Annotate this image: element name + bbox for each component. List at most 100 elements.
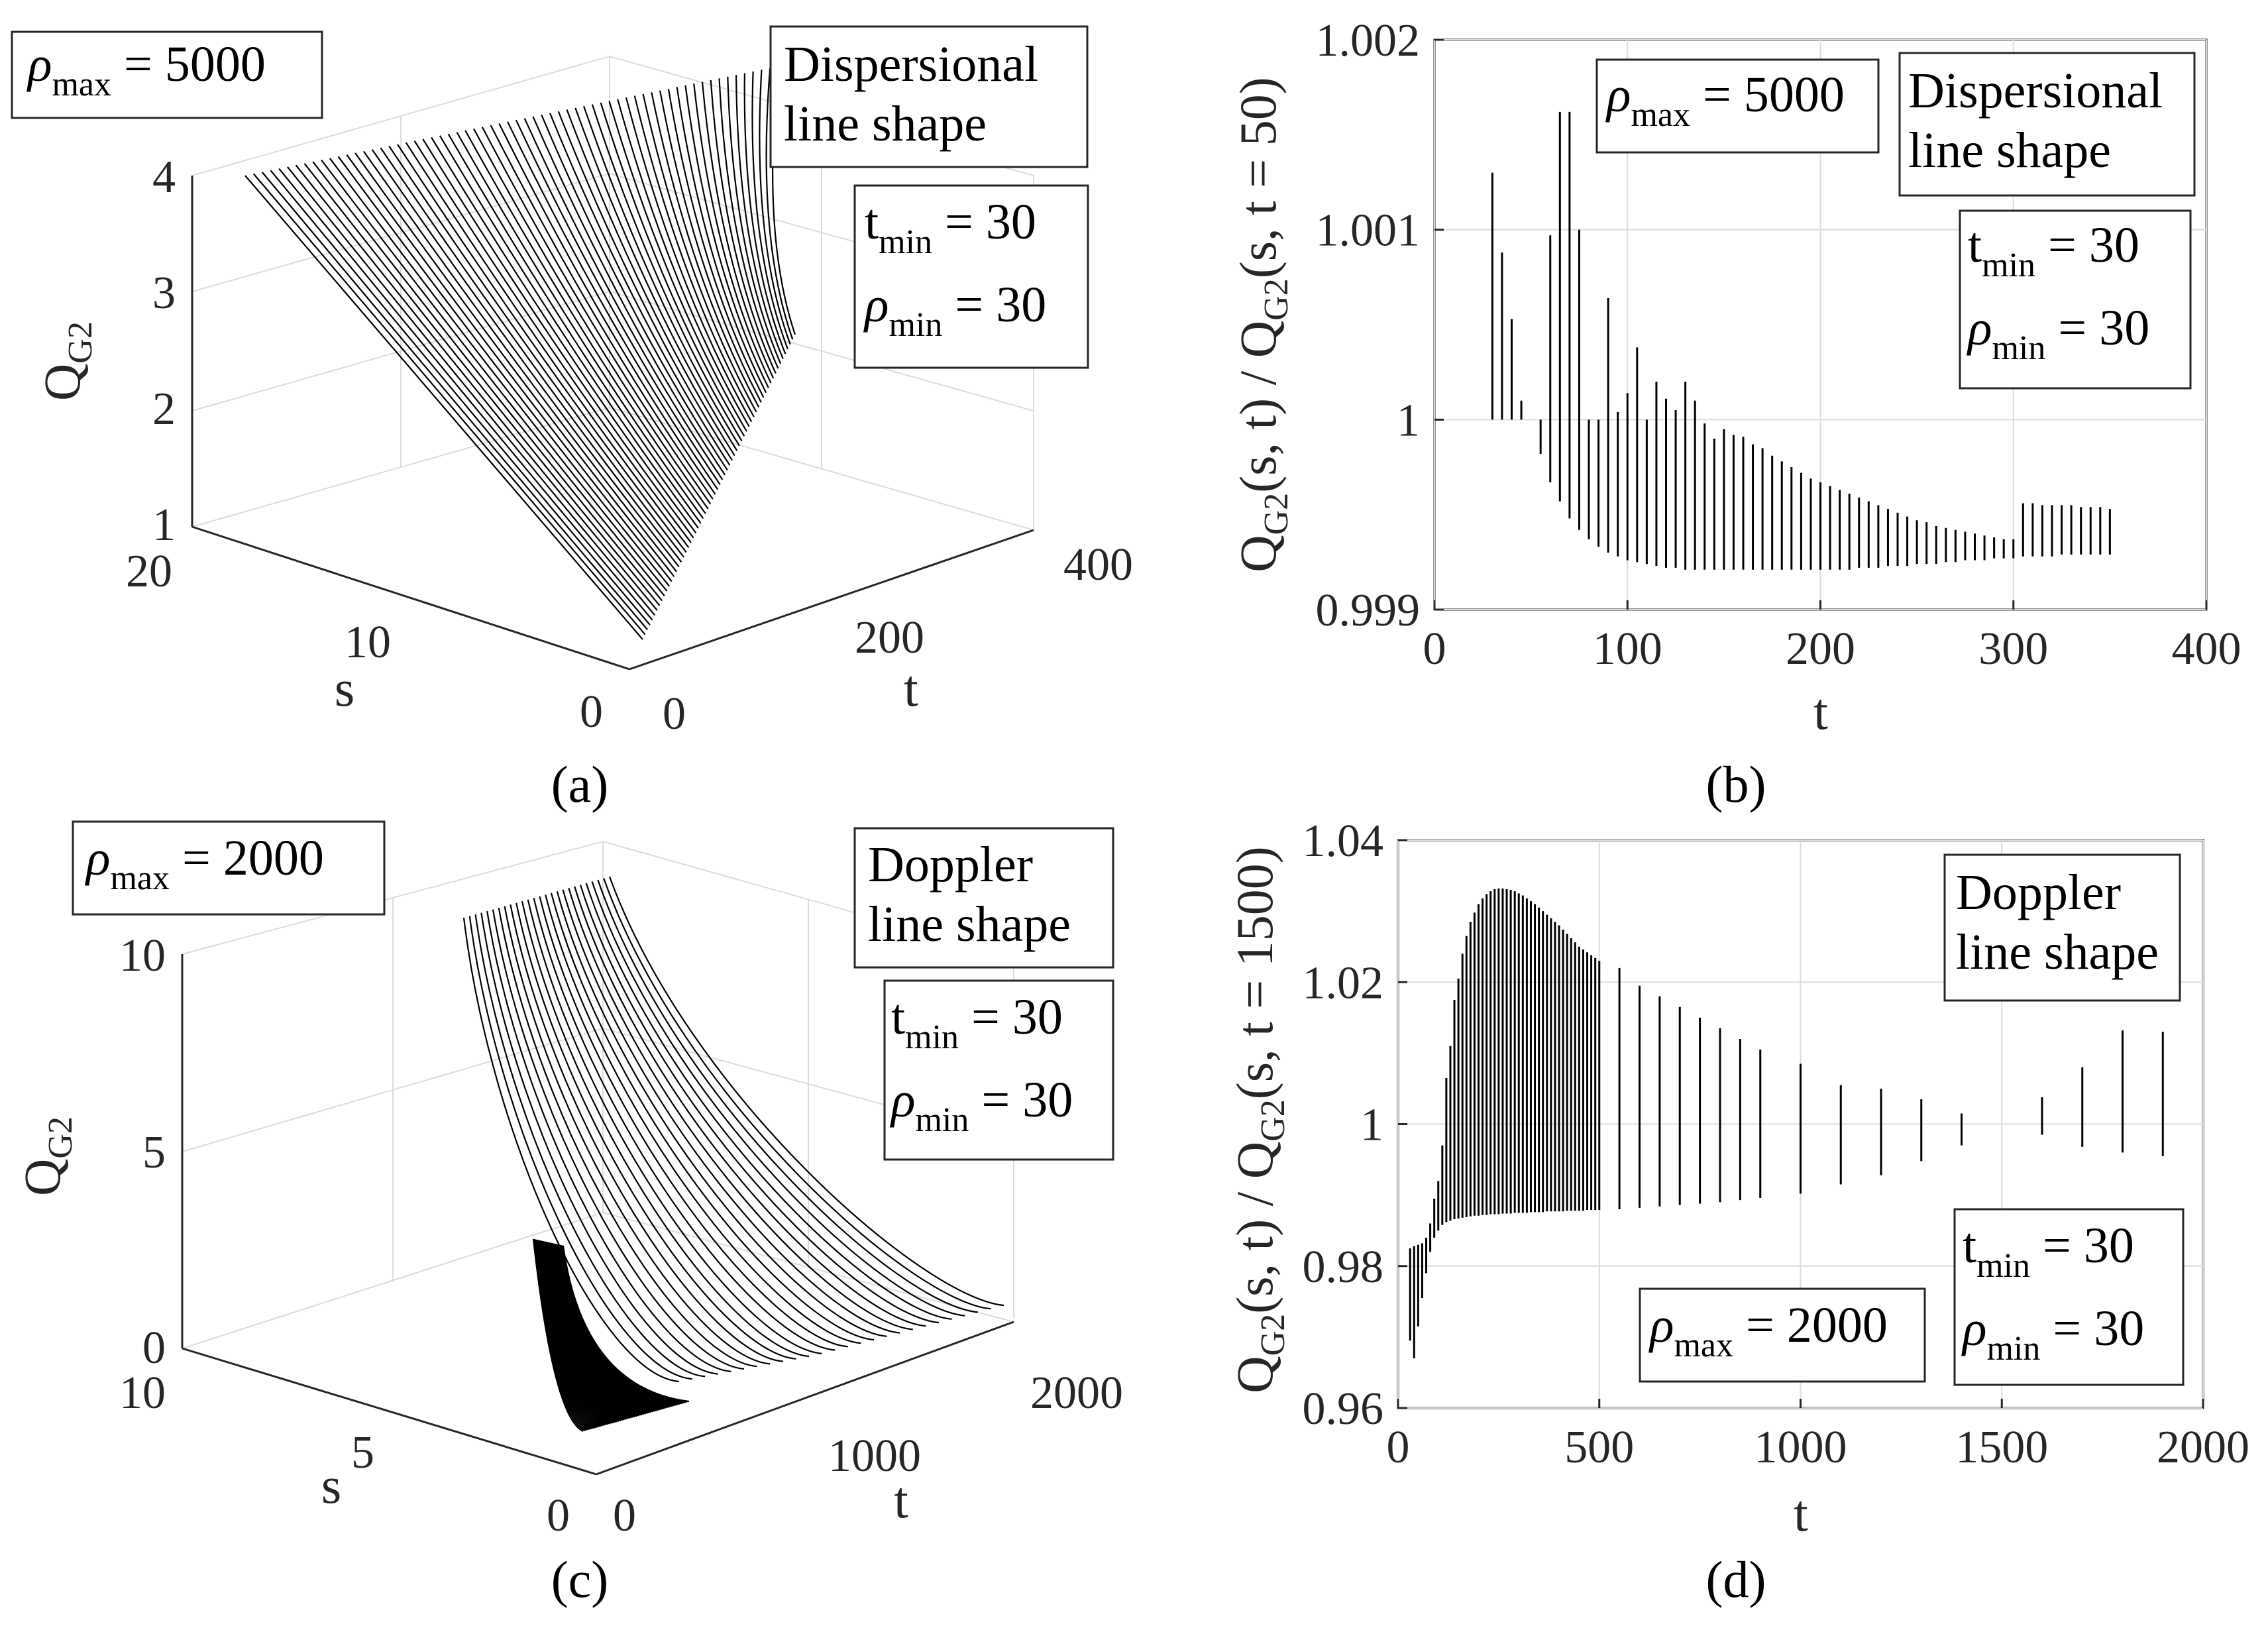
panel-a-mesh-line	[591, 104, 743, 442]
panel-a-mesh-line	[397, 144, 687, 553]
panel-d-ylabel: QG2(s, t) / QG2(s, t = 1500)	[1226, 846, 1292, 1393]
panel-a-mesh-line	[684, 85, 769, 388]
panel-a-mesh-line	[515, 119, 721, 485]
svg-text:ρmin = 30: ρmin = 30	[1961, 1301, 2144, 1368]
panel-a-mesh-line	[473, 128, 709, 510]
panel-a-mesh-line	[439, 135, 699, 529]
panel-d-xlabel: t	[1794, 1484, 1808, 1542]
panel-c-ylabel: t	[894, 1471, 908, 1529]
panel-c-ztick: 5	[142, 1127, 166, 1178]
panel-a-mesh-line	[490, 125, 714, 500]
panel-a-mesh-line	[608, 101, 747, 432]
panel-b-lines	[1491, 111, 2111, 570]
panel-b-line-shape-box: Dispersional line shape	[1898, 52, 2196, 197]
panel-d-rho-max-box: ρmax = 2000	[1639, 1287, 1926, 1383]
panel-a-ztick: 4	[152, 152, 176, 203]
panel-a-mesh-line	[252, 173, 646, 635]
panel-a-mesh-line	[617, 99, 750, 427]
panel-a-mesh-line	[600, 102, 745, 437]
panel-b-ytick: 1	[1397, 395, 1420, 446]
panel-a-mesh-line	[574, 107, 738, 451]
panel-c-ztick: 0	[142, 1323, 166, 1374]
panel-c-mesh-line	[498, 907, 757, 1368]
panel-a-xlabel: s	[335, 659, 354, 717]
panel-a-ttick: 0	[663, 688, 686, 739]
panel-c-mesh-line	[504, 906, 771, 1365]
panel-c-mesh-line	[515, 902, 796, 1360]
panel-a-mesh-line	[727, 76, 782, 364]
panel-c-mesh-line	[603, 878, 991, 1310]
panel-c-ztick: 10	[119, 930, 166, 981]
panel-a-mesh-line	[287, 166, 656, 616]
svg-text:ρmin = 30: ρmin = 30	[863, 277, 1046, 344]
panel-b-ylabel: QG2(s, t) / QG2(s, t = 50)	[1229, 77, 1295, 572]
panel-a-mesh-line	[549, 113, 731, 466]
panel-c-mesh-line	[579, 885, 940, 1324]
svg-text:ρmin = 30: ρmin = 30	[1967, 300, 2149, 367]
panel-b-xlabel: t	[1813, 682, 1828, 740]
panel-d-xtick: 500	[1564, 1422, 1634, 1473]
panel-c-mesh-line	[574, 886, 926, 1327]
panel-a-line-shape-box: Dispersional line shape	[769, 25, 1089, 168]
panel-a-mesh-line	[270, 170, 651, 625]
svg-text:ρmin = 30: ρmin = 30	[890, 1072, 1073, 1139]
panel-b-xtick: 300	[1978, 624, 2048, 675]
panel-b-caption: (b)	[1706, 755, 1766, 813]
panel-a-mesh-line	[759, 70, 791, 345]
panel-b-ytick: 1.001	[1316, 205, 1421, 256]
panel-a-mesh-line	[693, 83, 772, 384]
panel-a-mesh-line	[498, 123, 716, 495]
panel-a-mesh-line	[701, 82, 775, 379]
panel-a-mesh-line	[447, 133, 702, 524]
panel-a-mesh-line	[751, 71, 789, 350]
panel-a-mesh-line	[295, 164, 658, 611]
svg-text:tmin = 30: tmin = 30	[891, 989, 1063, 1056]
panel-b-ticks: 0 100 200 300 400 0.999 1 1.001 1.002	[1316, 15, 2241, 675]
svg-text:ρmax = 2000: ρmax = 2000	[85, 830, 324, 897]
panel-a-mesh-line	[261, 172, 649, 631]
panel-a-mesh-line	[303, 162, 661, 606]
panel-c: 10 5 0 10 5 0 0 1000 2000 s t QG2 ρmax =…	[13, 820, 1123, 1608]
panel-c-mesh-line	[591, 881, 965, 1317]
panel-a-mesh-line	[278, 168, 653, 621]
panel-d-min-params-box: tmin = 30 ρmin = 30	[1953, 1208, 2185, 1386]
panel-a-mesh-line	[422, 138, 694, 539]
svg-text:tmin = 30: tmin = 30	[865, 194, 1036, 261]
panel-c-stick: 10	[119, 1368, 166, 1419]
panel-c-stick: 5	[351, 1427, 374, 1478]
panel-a-mesh-line	[329, 158, 668, 592]
svg-text:line shape: line shape	[784, 96, 987, 152]
panel-a-stick: 10	[345, 617, 391, 668]
panel-a: 4 3 2 1 20 10 0 0 200 400 s t QG2 ρmax =…	[11, 25, 1133, 813]
panel-a-mesh-line	[354, 152, 675, 577]
panel-c-mesh-line	[568, 888, 913, 1331]
panel-b-xtick: 0	[1423, 624, 1446, 675]
panel-c-min-params-box: tmin = 30 ρmin = 30	[883, 979, 1114, 1161]
panel-c-stick: 0	[547, 1490, 570, 1541]
panel-c-mesh-line	[533, 897, 836, 1351]
panel-c-mesh-line	[545, 895, 861, 1344]
panel-a-mesh-line	[464, 130, 706, 514]
panel-c-xlabel: s	[321, 1456, 341, 1514]
panel-a-mesh-line	[710, 80, 777, 374]
panel-a-mesh-line	[244, 175, 643, 640]
panel-c-zlabel: QG2	[13, 1116, 80, 1196]
panel-b-min-params-box: tmin = 30 ρmin = 30	[1959, 209, 2192, 390]
panel-a-mesh-line	[557, 111, 733, 461]
panel-c-mesh-line	[562, 889, 900, 1334]
panel-b-rho-max-box: ρmax = 5000	[1595, 58, 1880, 154]
panel-c-ttick: 2000	[1030, 1368, 1123, 1419]
panel-a-mesh-line	[321, 159, 665, 596]
panel-c-mesh-line	[468, 916, 692, 1380]
panel-c-mesh-line	[492, 909, 745, 1370]
panel-a-mesh-line	[625, 97, 753, 422]
panel-a-mesh-line	[667, 88, 765, 398]
panel-c-mesh-line	[550, 893, 875, 1341]
panel-a-stick: 20	[126, 546, 172, 597]
panel-a-ttick: 400	[1063, 539, 1133, 590]
panel-a-ztick: 2	[152, 384, 176, 435]
panel-a-mesh-line	[765, 68, 794, 340]
svg-text:Dispersional: Dispersional	[1908, 63, 2163, 119]
panel-a-ttick: 200	[855, 612, 924, 663]
